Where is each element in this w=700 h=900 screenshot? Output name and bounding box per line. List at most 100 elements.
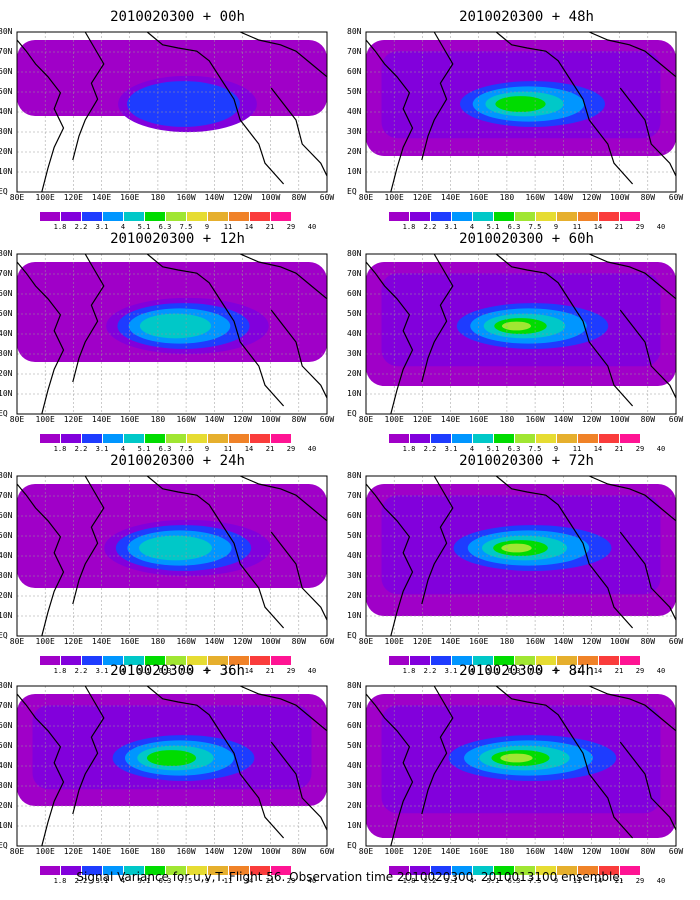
lon-tick-label: 140W [204,847,224,856]
map-frame [365,685,677,847]
coastline [239,253,328,300]
colorbar-swatch [452,656,472,665]
lat-tick-label: 30N [0,127,13,136]
lat-tick-label: 20N [347,369,362,378]
variance-contour [139,313,212,339]
lat-tick-label: 50N [0,741,13,750]
colorbar-swatch [124,434,144,443]
colorbar-label: 6.3 [507,223,521,231]
lat-tick-label: 80N [0,249,13,258]
colorbar-swatch [431,656,451,665]
colorbar-swatch [103,866,123,875]
colorbar-label: 9 [204,877,210,885]
colorbar-label: 5.1 [486,223,500,231]
colorbar-swatch [473,866,493,875]
lon-tick-label: 140W [204,193,224,202]
lon-tick-label: 60W [319,847,335,856]
colorbar-swatch [620,212,640,221]
variance-map [365,253,677,415]
lat-tick-label: 30N [0,349,13,358]
colorbar-label: 29 [286,445,296,453]
lat-tick-label: 80N [347,27,362,36]
lat-tick-label: 30N [347,349,362,358]
lon-tick-label: 100E [35,637,55,646]
colorbar-swatch [494,656,514,665]
lat-tick-label: 80N [347,249,362,258]
colorbar-label: 14 [593,877,603,885]
colorbar-label: 11 [572,445,582,453]
lon-tick-label: 80E [9,193,25,202]
lat-tick-label: 10N [347,167,362,176]
colorbar-label: 21 [265,667,275,675]
colorbar-label: 4 [469,667,475,675]
colorbar-label: 2.2 [74,667,88,675]
variance-contour [146,750,197,766]
coastline [619,309,677,399]
colorbar-label: 29 [286,223,296,231]
lat-tick-label: 50N [347,741,362,750]
variance-contour [500,753,533,763]
colorbar-label: 3.1 [444,667,458,675]
lon-tick-label: 120E [412,637,432,646]
figure-caption: Signal Variance for u,v,T. Flight 56. Ob… [76,870,624,884]
coastline [365,261,414,415]
lon-tick-label: 80W [640,847,656,856]
colorbar-swatch [389,434,409,443]
lat-tick-label: 80N [0,471,13,480]
colorbar-label: 21 [265,223,275,231]
lon-tick-label: 100E [35,847,55,856]
colorbar-label: 29 [635,445,645,453]
colorbar-label: 5.1 [486,877,500,885]
colorbar-swatch [389,866,409,875]
lon-tick-label: 100W [260,193,281,202]
lon-tick-label: 180 [499,193,515,202]
colorbar-label: 7.5 [179,877,193,885]
colorbar-swatch [250,656,270,665]
lon-tick-label: 60W [668,193,684,202]
lon-tick-label: 80W [640,193,656,202]
lat-tick-label: 50N [347,87,362,96]
colorbar-swatch [187,866,207,875]
colorbar-swatch [494,434,514,443]
coastline [146,253,285,407]
colorbar-swatch [187,212,207,221]
colorbar-swatch [599,212,619,221]
lat-tick-label: 60N [347,721,362,730]
panel-60h: 2010020300 + 60h 80N 70N 60N 50N 40N 30N 20N 10N… [347,230,699,453]
colorbar-label: 7.5 [528,877,542,885]
colorbar-label: 1.8 [53,445,67,453]
colorbar-label: 29 [635,223,645,231]
lon-tick-label: 60W [319,637,335,646]
colorbar-label: 1.8 [53,223,67,231]
lon-tick-label: 100E [384,637,404,646]
lat-tick-label: 20N [347,147,362,156]
coastline [365,483,414,637]
variance-contour [501,543,532,553]
lon-tick-label: 80W [640,637,656,646]
colorbar-label: 21 [614,445,624,453]
lon-tick-label: 100W [609,637,630,646]
lon-tick-label: 120W [581,637,602,646]
colorbar-label: 40 [307,223,317,231]
lat-tick-label: 40N [347,107,362,116]
colorbar-label: 40 [656,445,666,453]
lat-tick-label: 30N [0,571,13,580]
lon-tick-label: 120E [63,415,83,424]
colorbar-label: 4 [120,877,126,885]
panel-title: 2010020300 + 72h [459,453,594,469]
lon-tick-label: 120E [63,637,83,646]
variance-contour [501,321,532,331]
colorbar-swatch [145,866,165,875]
colorbar-label: 29 [286,877,296,885]
colorbar-label: 5.1 [137,667,151,675]
lon-tick-label: 160W [176,637,196,646]
colorbar-swatch [578,212,598,221]
colorbar-swatch [271,866,291,875]
coastline [588,475,677,522]
lon-tick-label: 180 [499,847,515,856]
colorbar-label: 5.1 [137,445,151,453]
panel-title: 2010020300 + 60h [459,231,594,247]
lon-tick-label: 140W [553,847,573,856]
colorbar-swatch [40,434,60,443]
colorbar-swatch [61,434,81,443]
